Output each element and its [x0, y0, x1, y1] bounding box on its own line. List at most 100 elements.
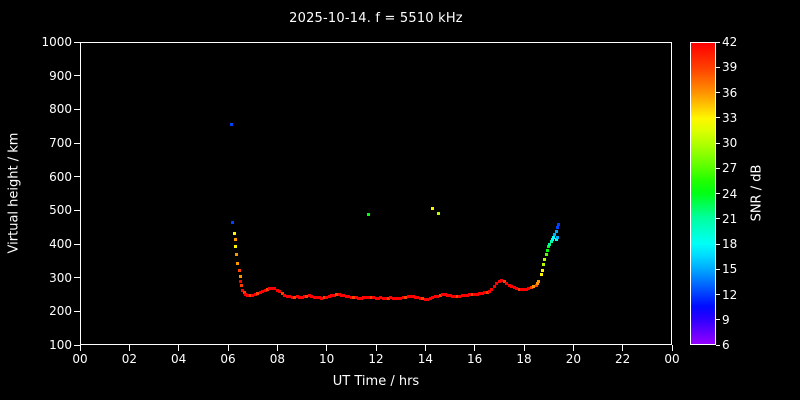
colorbar-tick-label: 12: [722, 287, 738, 302]
colorbar-tick-mark: [716, 243, 720, 245]
data-point: [327, 295, 331, 299]
data-point: [436, 294, 440, 298]
x-tick-label: 00: [664, 352, 680, 366]
data-point: [483, 291, 487, 295]
y-tick-label: 200: [49, 304, 72, 319]
data-point: [468, 293, 472, 297]
data-point: [520, 287, 524, 291]
data-point: [485, 290, 489, 294]
x-axis-label: UT Time / hrs: [332, 374, 420, 389]
y-tick-mark: [74, 209, 80, 211]
data-point: [293, 295, 297, 299]
data-point: [233, 238, 237, 242]
data-point: [278, 290, 282, 294]
colorbar-tick-label: 24: [722, 186, 738, 201]
x-tick-label: 20: [565, 352, 581, 366]
data-point: [283, 293, 287, 297]
x-tick-label: 12: [368, 352, 384, 366]
colorbar-tick-label: 30: [722, 136, 738, 150]
data-point: [409, 294, 413, 298]
chart-title: 2025-10-14. f = 5510 kHz: [289, 11, 463, 26]
data-point: [443, 293, 447, 296]
data-point: [437, 211, 441, 215]
data-point: [376, 296, 380, 300]
x-tick-label: 16: [467, 352, 483, 366]
x-tick-mark: [178, 345, 180, 351]
data-point: [431, 296, 435, 300]
x-tick-label: 06: [220, 352, 236, 366]
data-point: [475, 292, 479, 296]
data-point: [337, 293, 341, 296]
data-point: [233, 245, 237, 249]
x-tick-mark: [128, 345, 130, 351]
data-point: [510, 285, 514, 289]
colorbar-tick-mark: [716, 142, 720, 144]
data-point: [317, 296, 321, 300]
data-point: [251, 293, 255, 297]
x-tick-mark: [276, 345, 278, 351]
data-point: [352, 296, 356, 300]
data-point: [553, 233, 557, 237]
data-point: [310, 295, 314, 299]
x-tick-label: 14: [417, 352, 433, 366]
data-point: [270, 286, 274, 290]
data-point: [325, 296, 329, 300]
data-point: [349, 295, 353, 299]
y-tick-mark: [74, 243, 80, 245]
data-point: [490, 287, 494, 291]
data-point: [300, 296, 304, 300]
data-point: [550, 237, 554, 241]
colorbar-tick-mark: [716, 218, 720, 220]
data-point: [492, 284, 496, 288]
data-point: [411, 295, 415, 299]
data-point: [458, 294, 462, 298]
data-point: [406, 295, 410, 299]
colorbar-tick-mark: [716, 66, 720, 68]
colorbar-tick-label: 15: [722, 262, 738, 277]
data-point: [554, 237, 558, 241]
colorbar-tick-label: 21: [722, 211, 738, 226]
data-point: [253, 293, 257, 296]
y-tick-label: 100: [49, 338, 72, 352]
data-point: [268, 287, 272, 291]
data-point: [433, 295, 437, 299]
data-point: [290, 295, 294, 299]
data-point: [330, 294, 334, 298]
data-point: [261, 289, 265, 293]
data-point: [524, 287, 528, 291]
data-point: [285, 294, 289, 298]
data-point: [232, 231, 236, 235]
y-tick-mark: [74, 344, 80, 346]
x-tick-label: 18: [516, 352, 532, 366]
data-point: [359, 296, 363, 300]
data-point: [339, 293, 343, 297]
colorbar-tick-mark: [716, 344, 720, 346]
data-point: [515, 286, 519, 290]
data-point: [532, 285, 536, 289]
colorbar-tick-mark: [716, 41, 720, 43]
data-point: [332, 294, 336, 297]
data-point: [542, 263, 546, 267]
colorbar-tick-mark: [716, 117, 720, 119]
data-point: [374, 296, 378, 300]
data-point: [428, 297, 432, 301]
x-tick-label: 04: [171, 352, 187, 366]
y-tick-label: 400: [49, 237, 72, 251]
y-tick-label: 900: [49, 68, 72, 83]
x-tick-mark: [424, 345, 426, 351]
x-tick-mark: [79, 345, 81, 351]
x-tick-label: 22: [615, 352, 631, 366]
data-point: [547, 245, 551, 249]
data-point: [534, 283, 538, 287]
data-point: [237, 269, 241, 273]
y-tick-mark: [74, 176, 80, 178]
data-point: [554, 229, 558, 233]
data-point: [263, 288, 267, 292]
data-point: [507, 283, 511, 287]
data-point: [418, 297, 422, 301]
data-point: [381, 296, 385, 300]
data-point: [557, 222, 561, 226]
y-tick-mark: [74, 310, 80, 312]
colorbar-tick-mark: [716, 294, 720, 295]
data-point: [305, 294, 309, 298]
